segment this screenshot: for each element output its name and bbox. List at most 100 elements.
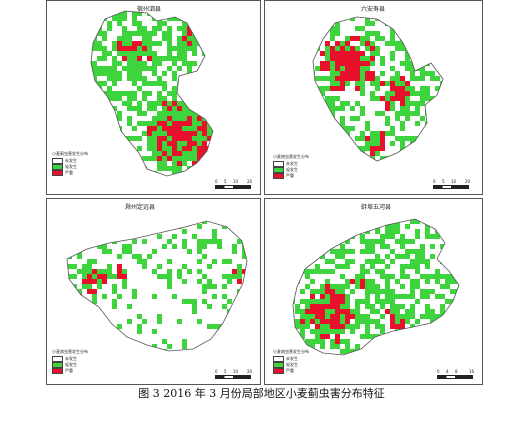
mild-cell [265,209,270,214]
mild-cell [182,279,187,284]
mild-cell [360,66,365,71]
mild-cell [390,249,395,254]
mild-cell [217,66,222,71]
mild-cell [475,339,480,344]
mild-cell [57,86,62,91]
mild-cell [252,121,257,126]
mild-cell [242,16,247,21]
mild-cell [77,16,82,21]
mild-cell [112,76,117,81]
mild-cell [415,111,420,116]
mild-cell [410,369,415,374]
mild-cell [460,209,465,214]
mild-cell [207,284,212,289]
scale-tick: 0 [433,179,436,184]
mild-cell [227,191,232,194]
mild-cell [415,329,420,334]
mild-cell [315,224,320,229]
mild-cell [142,319,147,324]
mild-cell [172,16,177,21]
mild-cell [67,51,72,56]
mild-cell [335,329,340,334]
mild-cell [117,21,122,26]
mild-cell [162,186,167,191]
mild-cell [400,314,405,319]
mild-cell [167,151,172,156]
mild-cell [147,66,152,71]
mild-cell [172,171,177,176]
mild-cell [207,21,212,26]
mild-cell [325,141,330,146]
mild-cell [375,309,380,314]
mild-cell [360,334,365,339]
map-legend: 小麦病虫害发生分布 未发生 轻发生 严重 [273,349,309,374]
mild-cell [252,101,257,106]
mild-cell [247,86,252,91]
mild-cell [82,186,87,191]
mild-cell [152,294,157,299]
mild-cell [157,166,162,171]
mild-cell [420,17,425,21]
mild-cell [47,136,52,141]
mild-cell [270,309,275,314]
mild-cell [237,81,242,86]
mild-cell [455,334,459,339]
mild-cell [112,91,117,96]
mild-cell [275,284,280,289]
mild-cell [395,224,400,229]
mild-cell [237,46,242,51]
mild-cell [415,191,420,194]
mild-cell [385,121,390,126]
mild-cell [290,31,295,36]
mild-cell [72,249,77,254]
mild-cell [152,116,157,121]
mild-cell [107,214,112,219]
mild-cell [187,374,192,379]
mild-cell [280,319,285,324]
mild-cell [217,146,222,151]
mild-cell [335,46,340,51]
mild-cell [430,71,435,76]
mild-cell [92,239,97,244]
mild-cell [97,71,102,76]
mild-cell [57,229,62,234]
mild-cell [122,6,127,11]
mild-cell [265,244,270,249]
mild-cell [47,66,52,71]
mild-cell [117,254,122,259]
mild-cell [305,244,310,249]
mild-cell [310,344,315,349]
severe-cell [360,279,365,284]
mild-cell [315,101,320,106]
mild-cell [295,319,300,324]
mild-cell [440,116,443,121]
mild-cell [237,269,242,274]
mild-cell [52,181,57,186]
mild-cell [62,121,67,126]
mild-cell [480,121,482,126]
mild-cell [425,264,430,269]
scale-bar-graphic [437,375,473,379]
mild-cell [91,136,92,141]
mild-cell [460,61,465,66]
mild-cell [217,96,222,101]
mild-cell [192,181,197,186]
mild-cell [177,6,182,11]
mild-cell [222,344,227,349]
mild-cell [405,31,410,36]
mild-cell [177,51,182,56]
mild-cell [380,274,385,279]
mild-cell [187,76,192,81]
mild-cell [82,269,87,274]
mild-cell [305,319,310,324]
mild-cell [265,364,270,369]
mild-cell [330,284,335,289]
mild-cell [305,314,310,319]
mild-cell [370,141,375,146]
mild-cell [465,199,470,204]
mild-cell [480,239,482,244]
mild-cell [395,136,400,141]
mild-cell [420,214,425,219]
mild-cell [313,21,315,26]
mild-cell [62,106,67,111]
